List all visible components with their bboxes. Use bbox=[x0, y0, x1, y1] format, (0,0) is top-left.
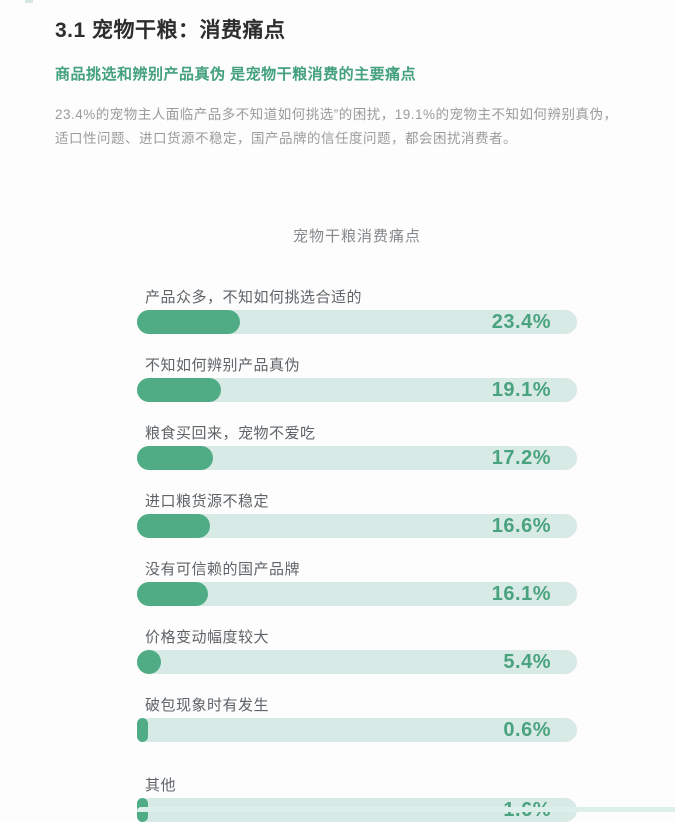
bar-track: 19.1% bbox=[137, 378, 577, 402]
bar-value: 19.1% bbox=[491, 379, 551, 401]
bar-fill bbox=[137, 446, 213, 470]
bar-track: 17.2% bbox=[137, 446, 577, 470]
bar-value: 23.4% bbox=[491, 311, 551, 333]
bar-label: 粮食买回来，宠物不爱吃 bbox=[145, 425, 316, 442]
next-section-edge bbox=[137, 807, 675, 812]
bar-value: 16.1% bbox=[491, 583, 551, 605]
bar-value: 0.6% bbox=[503, 719, 551, 741]
bar-fill bbox=[137, 582, 208, 606]
body-paragraph: 23.4%的宠物主人面临产品多不知道如何挑选”的困扰，19.1%的宠物主不知如何… bbox=[55, 103, 635, 151]
bar-label: 进口粮货源不稳定 bbox=[145, 493, 270, 510]
body-line-1: 23.4%的宠物主人面临产品多不知道如何挑选”的困扰，19.1%的宠物主不知如何… bbox=[55, 107, 618, 122]
bar-value: 16.6% bbox=[491, 515, 551, 537]
chart-row: 产品众多，不知如何挑选合适的 23.4% bbox=[137, 288, 577, 334]
bar-label: 不知如何辨别产品真伪 bbox=[145, 357, 301, 374]
bar-track: 16.1% bbox=[137, 582, 577, 606]
bar-chart-rows: 产品众多，不知如何挑选合适的 23.4% 不知如何辨别产品真伪 19.1% 粮食… bbox=[137, 288, 577, 822]
bar-track: 16.6% bbox=[137, 514, 577, 538]
chart-row: 价格变动幅度较大 5.4% bbox=[137, 628, 577, 674]
section-title: 3.1 宠物干粮：消费痛点 bbox=[55, 19, 286, 42]
bar-fill bbox=[137, 514, 211, 538]
chart-row: 不知如何辨别产品真伪 19.1% bbox=[137, 356, 577, 402]
bar-fill bbox=[137, 378, 222, 402]
body-line-2: 适口性问题、进口货源不稳定，国产品牌的信任度问题，都会困扰消费者。 bbox=[55, 131, 517, 146]
bar-label: 没有可信赖的国产品牌 bbox=[145, 561, 301, 578]
bar-fill bbox=[137, 650, 161, 674]
bar-fill bbox=[137, 310, 240, 334]
bar-track: 0.6% bbox=[137, 718, 577, 742]
chart-row: 其他 1.6% bbox=[137, 776, 577, 822]
bar-track: 5.4% bbox=[137, 650, 577, 674]
bar-label: 产品众多，不知如何挑选合适的 bbox=[145, 289, 363, 306]
bar-label: 价格变动幅度较大 bbox=[145, 629, 270, 646]
document-header: 3.1 宠物干粮：消费痛点 商品挑选和辨别产品真伪 是宠物干粮消费的主要痛点 2… bbox=[0, 0, 675, 151]
section-subtitle: 商品挑选和辨别产品真伪 是宠物干粮消费的主要痛点 bbox=[55, 66, 417, 83]
chart-row: 进口粮货源不稳定 16.6% bbox=[137, 492, 577, 538]
bar-track: 23.4% bbox=[137, 310, 577, 334]
bar-fill bbox=[137, 718, 148, 742]
bar-label: 破包现象时有发生 bbox=[145, 697, 270, 714]
chart-row: 没有可信赖的国产品牌 16.1% bbox=[137, 560, 577, 606]
bar-label: 其他 bbox=[145, 777, 177, 794]
bar-value: 17.2% bbox=[491, 447, 551, 469]
bar-chart: 宠物干粮消费痛点 产品众多，不知如何挑选合适的 23.4% 不知如何辨别产品真伪… bbox=[137, 225, 577, 822]
bar-value: 5.4% bbox=[503, 651, 551, 673]
scan-artifact bbox=[25, 0, 33, 3]
chart-title: 宠物干粮消费痛点 bbox=[292, 228, 421, 245]
chart-row: 破包现象时有发生 0.6% bbox=[137, 696, 577, 742]
chart-row: 粮食买回来，宠物不爱吃 17.2% bbox=[137, 424, 577, 470]
